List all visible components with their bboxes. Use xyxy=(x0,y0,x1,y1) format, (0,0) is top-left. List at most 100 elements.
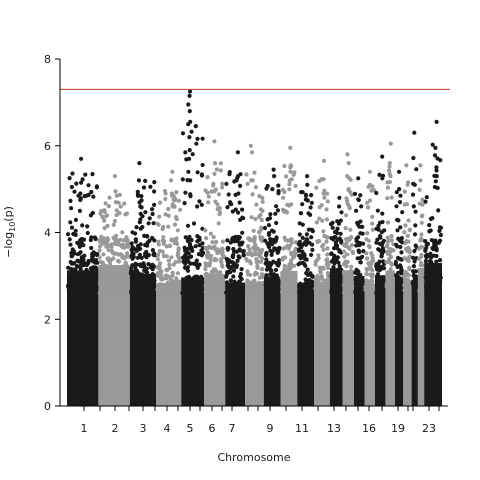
snp-point xyxy=(321,247,326,252)
snp-point xyxy=(198,275,203,281)
snp-point xyxy=(266,223,272,228)
point-cloud-base xyxy=(129,273,156,406)
snp-point xyxy=(111,286,116,291)
snp-point xyxy=(389,233,394,239)
y-tick-label: 2 xyxy=(44,313,51,326)
snp-point xyxy=(224,181,229,186)
snp-point xyxy=(183,235,188,240)
snp-point xyxy=(80,177,85,182)
snp-point xyxy=(250,192,255,197)
snp-point xyxy=(217,249,222,255)
peak-snp-point xyxy=(234,178,239,183)
snp-point xyxy=(274,220,279,226)
snp-point xyxy=(235,258,240,263)
snp-point xyxy=(268,237,273,242)
snp-point xyxy=(387,256,392,262)
snp-point xyxy=(195,136,200,141)
peak-snp-point xyxy=(168,178,174,183)
snp-point xyxy=(253,244,258,249)
snp-point xyxy=(398,263,403,268)
snp-point xyxy=(381,266,387,271)
snp-point xyxy=(86,259,91,264)
snp-point xyxy=(411,204,416,209)
snp-point xyxy=(206,284,211,289)
snp-point xyxy=(375,237,380,242)
snp-point xyxy=(134,248,139,254)
snp-point xyxy=(425,264,430,269)
snp-point xyxy=(174,190,179,195)
snp-point xyxy=(114,237,119,242)
peak-snp-point xyxy=(170,169,175,174)
snp-point xyxy=(111,273,116,278)
snp-point xyxy=(344,260,349,265)
chromosome-band-10 xyxy=(279,145,299,406)
snp-point xyxy=(413,243,418,248)
peak-snp-point xyxy=(346,161,351,166)
chromosome-band-19 xyxy=(393,169,405,406)
point-cloud-base xyxy=(354,275,365,406)
snp-point xyxy=(77,251,82,256)
snp-point xyxy=(73,290,78,295)
snp-point xyxy=(225,246,230,251)
snp-point xyxy=(436,208,441,213)
snp-point xyxy=(161,235,166,240)
peak-snp-point xyxy=(249,150,255,155)
snp-point xyxy=(338,231,343,236)
snp-point xyxy=(195,274,200,279)
snp-point xyxy=(248,237,253,242)
snp-point xyxy=(423,259,428,264)
chromosome-band-1 xyxy=(66,156,100,406)
snp-point xyxy=(199,172,204,177)
snp-point xyxy=(297,232,302,237)
snp-point xyxy=(437,258,443,263)
snp-point xyxy=(252,285,257,290)
snp-point xyxy=(284,210,290,215)
snp-point xyxy=(157,214,162,219)
snp-point xyxy=(292,263,297,268)
snp-point xyxy=(193,244,198,249)
chromosome-band-3 xyxy=(128,161,157,406)
snp-point xyxy=(299,245,304,250)
peak-snp-point xyxy=(187,148,192,153)
snp-point xyxy=(167,262,172,267)
peak-snp-point xyxy=(212,189,217,194)
snp-point xyxy=(349,264,354,269)
peak-snp-point xyxy=(187,135,192,140)
snp-point xyxy=(353,289,358,294)
snp-point xyxy=(103,263,108,268)
peak-snp-point xyxy=(337,204,342,209)
snp-point xyxy=(324,217,329,222)
snp-point xyxy=(434,275,439,280)
snp-point xyxy=(310,242,315,247)
snp-point xyxy=(404,289,409,294)
snp-point xyxy=(300,222,305,227)
snp-point xyxy=(402,189,407,194)
snp-point xyxy=(203,287,209,292)
snp-point xyxy=(280,284,285,289)
snp-point xyxy=(231,246,236,252)
snp-point xyxy=(129,241,134,246)
snp-point xyxy=(66,289,71,294)
snp-point xyxy=(417,187,422,192)
snp-point xyxy=(200,162,205,168)
snp-point xyxy=(364,278,369,283)
snp-point xyxy=(365,231,370,236)
snp-point xyxy=(240,215,245,220)
snp-point xyxy=(430,142,435,147)
snp-point xyxy=(89,277,94,282)
chromosome-band-9 xyxy=(262,167,282,406)
snp-point xyxy=(256,230,261,235)
chromosome-band-11 xyxy=(296,174,315,406)
snp-point xyxy=(217,273,222,278)
snp-point xyxy=(122,289,127,294)
snp-point xyxy=(432,153,438,158)
snp-point xyxy=(375,208,380,213)
snp-point xyxy=(73,281,78,287)
snp-point xyxy=(283,277,288,282)
snp-point xyxy=(431,253,437,258)
snp-point xyxy=(188,192,193,197)
snp-point xyxy=(329,251,334,256)
snp-point xyxy=(318,270,323,275)
snp-point xyxy=(291,252,296,257)
snp-point xyxy=(87,291,92,296)
